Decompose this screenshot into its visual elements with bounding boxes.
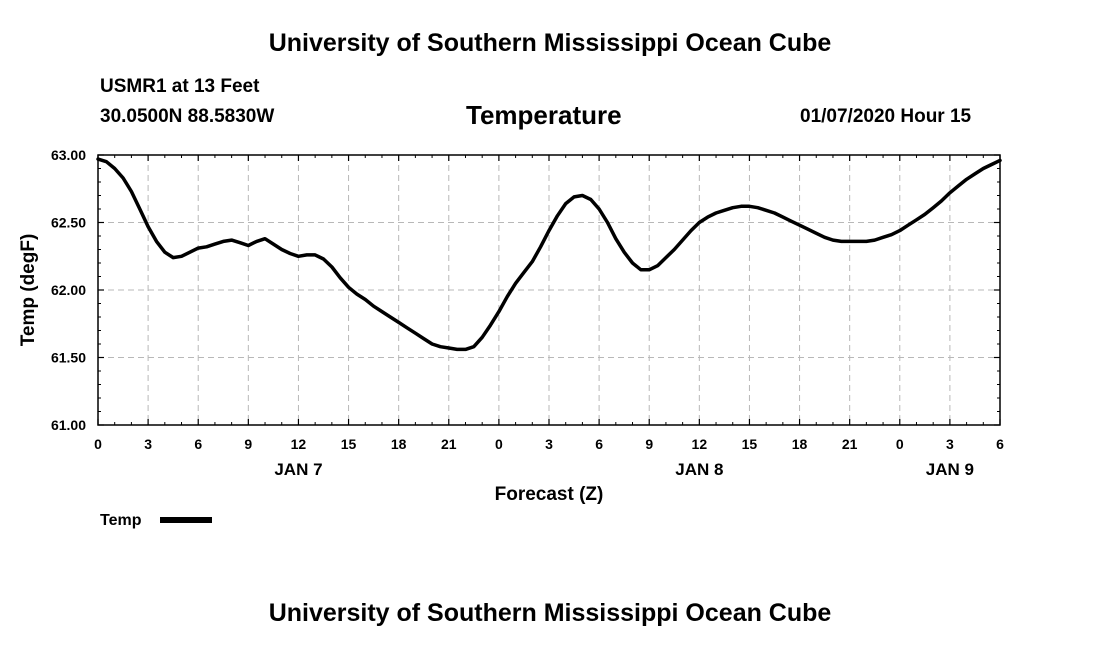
chart-title: Temperature bbox=[466, 100, 622, 130]
x-tick-label: 18 bbox=[391, 436, 407, 452]
y-tick-label: 63.00 bbox=[51, 147, 86, 163]
legend-label: Temp bbox=[100, 512, 142, 529]
y-axis-label: Temp (degF) bbox=[18, 234, 39, 347]
x-tick-label: 6 bbox=[996, 436, 1004, 452]
x-tick-label: 9 bbox=[244, 436, 252, 452]
coordinates-label: 30.0500N 88.5830W bbox=[100, 106, 275, 127]
x-tick-label: 18 bbox=[792, 436, 808, 452]
x-tick-label: 6 bbox=[194, 436, 202, 452]
x-tick-label: 6 bbox=[595, 436, 603, 452]
top-title: University of Southern Mississippi Ocean… bbox=[268, 29, 832, 57]
datetime-label: 01/07/2020 Hour 15 bbox=[800, 106, 972, 127]
bottom-title: University of Southern Mississippi Ocean… bbox=[268, 599, 832, 627]
day-label: JAN 9 bbox=[926, 460, 974, 479]
plot-frame bbox=[97, 154, 1001, 426]
y-tick-label: 62.50 bbox=[51, 215, 86, 231]
x-axis-label: Forecast (Z) bbox=[495, 484, 604, 505]
x-tick-label: 12 bbox=[692, 436, 708, 452]
temp-series-line bbox=[96, 157, 1002, 352]
x-tick-label: 9 bbox=[645, 436, 653, 452]
x-tick-label: 3 bbox=[144, 436, 152, 452]
y-tick-label: 62.00 bbox=[51, 282, 86, 298]
y-tick-label: 61.50 bbox=[51, 350, 86, 366]
x-tick-label: 12 bbox=[291, 436, 307, 452]
day-label: JAN 8 bbox=[675, 460, 723, 479]
x-tick-label: 3 bbox=[946, 436, 954, 452]
x-tick-label: 21 bbox=[441, 436, 457, 452]
y-tick-label: 61.00 bbox=[51, 417, 86, 433]
x-tick-label: 15 bbox=[742, 436, 758, 452]
x-tick-label: 21 bbox=[842, 436, 858, 452]
x-tick-label: 3 bbox=[545, 436, 553, 452]
x-tick-label: 0 bbox=[94, 436, 102, 452]
x-tick-label: 0 bbox=[896, 436, 904, 452]
day-label: JAN 7 bbox=[274, 460, 322, 479]
x-tick-label: 15 bbox=[341, 436, 357, 452]
station-label: USMR1 at 13 Feet bbox=[100, 76, 260, 97]
x-tick-label: 0 bbox=[495, 436, 503, 452]
